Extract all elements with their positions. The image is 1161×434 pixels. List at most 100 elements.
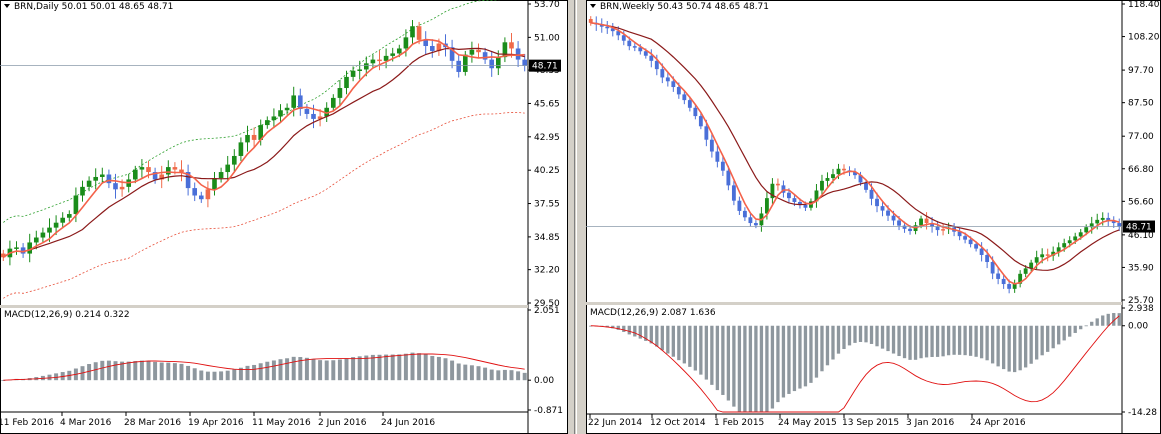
price-bar-body: [264, 120, 270, 126]
window-divider[interactable]: [568, 0, 586, 434]
macd-histogram-bar: [699, 325, 703, 375]
price-bar-body: [842, 168, 846, 171]
price-bar-body: [20, 247, 26, 254]
price-bar: [770, 178, 775, 204]
chart-window-weekly[interactable]: 118.40 108.20 97.70 87.50 77.00 66.80 56.60 46.…: [586, 0, 1161, 434]
macd-histogram-bar: [798, 325, 802, 389]
macd-histogram-bar: [781, 325, 786, 398]
price-bar-body: [1018, 273, 1023, 284]
price-bar: [271, 108, 277, 129]
price-bar: [139, 159, 145, 178]
price-bar-body: [897, 220, 901, 226]
macd-histogram-bar: [403, 353, 408, 381]
price-bar: [880, 200, 885, 217]
macd-histogram-bar: [278, 359, 283, 381]
price-bar: [935, 220, 940, 236]
macd-histogram-bar: [820, 325, 824, 372]
weekly-chart[interactable]: 118.40 108.20 97.70 87.50 77.00 66.80 56.60 46.…: [586, 0, 1161, 434]
price-bar-body: [875, 198, 879, 207]
chart-window-daily[interactable]: 53.7051.0048.3545.6542.9540.2537.5534.85…: [0, 0, 568, 434]
macd-histogram-bar: [192, 368, 197, 381]
date-axis-label: 12 Oct 2014: [650, 418, 706, 428]
price-bar-body: [179, 169, 184, 173]
price-bar: [1001, 274, 1006, 289]
price-bar: [489, 50, 495, 77]
price-bar-body: [742, 210, 747, 218]
macd-histogram-bar: [627, 325, 631, 335]
price-bar: [383, 48, 389, 69]
price-bar: [410, 20, 415, 44]
price-bar-body: [963, 236, 968, 240]
price-bar-body: [106, 174, 112, 184]
price-bar: [632, 42, 637, 52]
price-bar-body: [245, 134, 250, 143]
date-axis-label: 4 Mar 2016: [60, 418, 112, 428]
macd-histogram-bar: [886, 325, 890, 352]
pane-separator: [0, 305, 528, 308]
macd-histogram-bar: [754, 325, 758, 412]
macd-histogram-bar: [502, 369, 507, 381]
price-bar-body: [146, 167, 151, 173]
price-bar-body: [258, 125, 264, 140]
macd-histogram-bar: [100, 360, 105, 381]
price-bar-body: [869, 189, 874, 199]
price-bar-body: [33, 237, 39, 243]
macd-histogram-bar: [1051, 325, 1055, 349]
price-bar: [649, 49, 654, 68]
price-bar-body: [957, 231, 962, 237]
price-bar-body: [60, 217, 66, 223]
daily-chart[interactable]: 53.7051.0048.3545.6542.9540.2537.5534.85…: [0, 0, 568, 434]
macd-histogram-bar: [205, 371, 210, 381]
price-bar-body: [410, 26, 415, 38]
macd-histogram-bar: [908, 325, 912, 360]
price-bar: [291, 86, 297, 117]
price-axis-label: 45.65: [534, 99, 560, 109]
current-price-box: [529, 59, 561, 72]
price-bar-body: [344, 76, 349, 89]
price-bar-body: [974, 244, 979, 249]
price-bar: [66, 210, 72, 222]
price-bar-body: [1045, 254, 1050, 256]
price-bar-body: [737, 200, 742, 211]
chart-menu-icon: [590, 4, 596, 8]
price-bar-body: [693, 107, 698, 117]
price-bar: [599, 18, 604, 33]
current-price-label: 48.71: [1126, 223, 1152, 233]
date-axis-label: 22 Jun 2014: [588, 418, 642, 428]
price-bar-body: [1056, 247, 1061, 252]
price-bar: [284, 103, 290, 115]
price-bar-body: [1040, 254, 1045, 258]
macd-histogram-bar: [924, 325, 929, 358]
macd-histogram-bar: [979, 325, 984, 359]
macd-histogram-bar: [232, 369, 237, 381]
macd-histogram-bar: [836, 325, 841, 354]
macd-histogram-bar: [298, 357, 303, 381]
macd-histogram-bar: [897, 325, 901, 357]
price-bar-body: [709, 139, 714, 152]
macd-histogram-bar: [655, 325, 659, 347]
price-bar: [27, 233, 33, 263]
moving-average-slow: [2, 47, 525, 258]
envelope-upper-line: [3, 0, 501, 223]
price-bar-body: [449, 47, 455, 61]
macd-histogram-bar: [384, 354, 389, 381]
macd-histogram-bar: [252, 364, 257, 381]
macd-histogram-bar: [417, 353, 422, 381]
macd-histogram-bar: [126, 361, 131, 381]
price-bar-body: [469, 49, 475, 55]
price-bar: [941, 223, 946, 236]
price-bar-body: [456, 60, 462, 72]
macd-histogram-bar: [644, 325, 648, 341]
date-axis-label: 11 Feb 2016: [0, 418, 54, 428]
macd-histogram-bar: [825, 325, 830, 366]
price-bar: [957, 227, 962, 241]
macd-histogram-bar: [814, 325, 819, 378]
macd-histogram-bar: [397, 354, 402, 381]
price-bar-body: [649, 55, 654, 61]
macd-histogram-bar: [133, 361, 138, 381]
price-bar-body: [119, 186, 125, 190]
price-bar: [698, 113, 703, 130]
price-bar-body: [489, 59, 495, 69]
price-axis-label: 32.20: [534, 266, 560, 276]
macd-histogram-bar: [153, 361, 158, 381]
